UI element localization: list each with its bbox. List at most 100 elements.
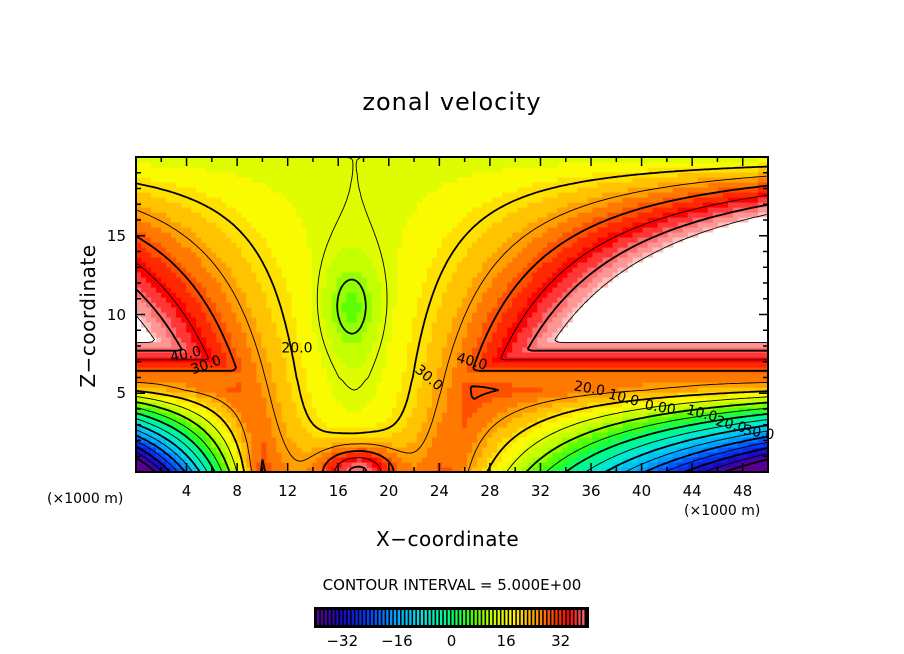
field-cell	[291, 312, 298, 318]
field-cell	[191, 257, 197, 263]
field-cell	[366, 167, 373, 173]
field-cell	[472, 432, 478, 438]
field-cell	[512, 262, 518, 268]
field-cell	[487, 307, 493, 313]
field-cell	[236, 252, 242, 258]
field-cell	[401, 397, 408, 403]
field-cell	[181, 392, 187, 398]
field-cell	[426, 277, 433, 283]
field-cell	[482, 332, 488, 338]
field-cell	[246, 277, 252, 283]
field-cell	[146, 467, 152, 473]
field-cell	[527, 227, 533, 233]
field-cell	[156, 227, 162, 233]
field-cell	[391, 397, 398, 403]
field-cell	[181, 227, 187, 233]
field-cell	[356, 467, 363, 473]
field-cell	[351, 182, 358, 188]
field-cell	[346, 182, 353, 188]
field-cell	[411, 287, 418, 293]
field-cell	[331, 292, 338, 298]
field-cell	[356, 162, 363, 168]
field-cell	[176, 172, 182, 178]
field-cell	[186, 367, 192, 373]
field-cell	[276, 462, 283, 468]
field-cell	[446, 162, 453, 168]
field-cell	[426, 357, 433, 363]
field-cell	[386, 217, 393, 223]
field-cell	[477, 457, 483, 463]
field-cell	[286, 402, 293, 408]
field-cell	[477, 207, 483, 213]
field-cell	[236, 387, 242, 393]
field-cell	[421, 452, 428, 458]
field-cell	[231, 342, 237, 348]
field-cell	[346, 457, 353, 463]
field-cell	[482, 232, 488, 238]
field-cell	[522, 332, 528, 338]
field-cell	[477, 227, 483, 233]
field-cell	[201, 282, 207, 288]
field-cell	[527, 327, 533, 333]
field-cell	[181, 452, 187, 458]
field-cell	[251, 322, 257, 328]
field-cell	[321, 292, 328, 298]
field-cell	[381, 202, 388, 208]
field-cell	[411, 282, 418, 288]
field-cell	[487, 287, 493, 293]
field-cell	[201, 432, 207, 438]
field-cell	[191, 417, 197, 423]
field-cell	[411, 427, 418, 433]
field-cell	[356, 257, 363, 263]
field-cell	[211, 382, 217, 388]
field-cell	[421, 332, 428, 338]
field-cell	[502, 262, 508, 268]
field-cell	[241, 417, 247, 423]
field-cell	[416, 322, 423, 328]
field-cell	[386, 432, 393, 438]
field-cell	[161, 372, 167, 378]
field-cell	[452, 427, 458, 433]
field-cell	[181, 342, 187, 348]
field-cell	[271, 242, 278, 248]
field-cell	[381, 457, 388, 463]
field-cell	[226, 277, 232, 283]
field-cell	[396, 352, 403, 358]
field-cell	[276, 372, 283, 378]
field-cell	[371, 407, 378, 413]
field-cell	[161, 467, 167, 473]
field-cell	[421, 222, 428, 228]
field-cell	[331, 417, 338, 423]
field-cell	[401, 222, 408, 228]
field-cell	[336, 377, 343, 383]
field-cell	[151, 462, 157, 468]
field-cell	[296, 347, 303, 353]
field-cell	[431, 397, 438, 403]
field-cell	[487, 442, 493, 448]
field-cell	[251, 367, 257, 373]
field-cell	[221, 287, 227, 293]
field-cell	[346, 452, 353, 458]
field-cell	[226, 362, 232, 368]
field-cell	[286, 452, 293, 458]
field-cell	[497, 422, 503, 428]
field-cell	[211, 317, 217, 323]
field-cell	[176, 287, 182, 293]
field-cell	[151, 387, 157, 393]
field-cell	[406, 347, 413, 353]
field-cell	[146, 417, 152, 423]
field-cell	[186, 272, 192, 278]
field-cell	[441, 337, 448, 343]
field-cell	[431, 172, 438, 178]
field-cell	[502, 377, 508, 383]
field-cell	[136, 377, 142, 383]
field-cell	[331, 442, 338, 448]
field-cell	[431, 282, 438, 288]
field-cell	[507, 327, 513, 333]
field-cell	[441, 467, 448, 473]
field-cell	[331, 437, 338, 443]
field-cell	[462, 277, 468, 283]
field-cell	[512, 427, 518, 433]
field-cell	[492, 412, 498, 418]
field-cell	[181, 337, 187, 343]
